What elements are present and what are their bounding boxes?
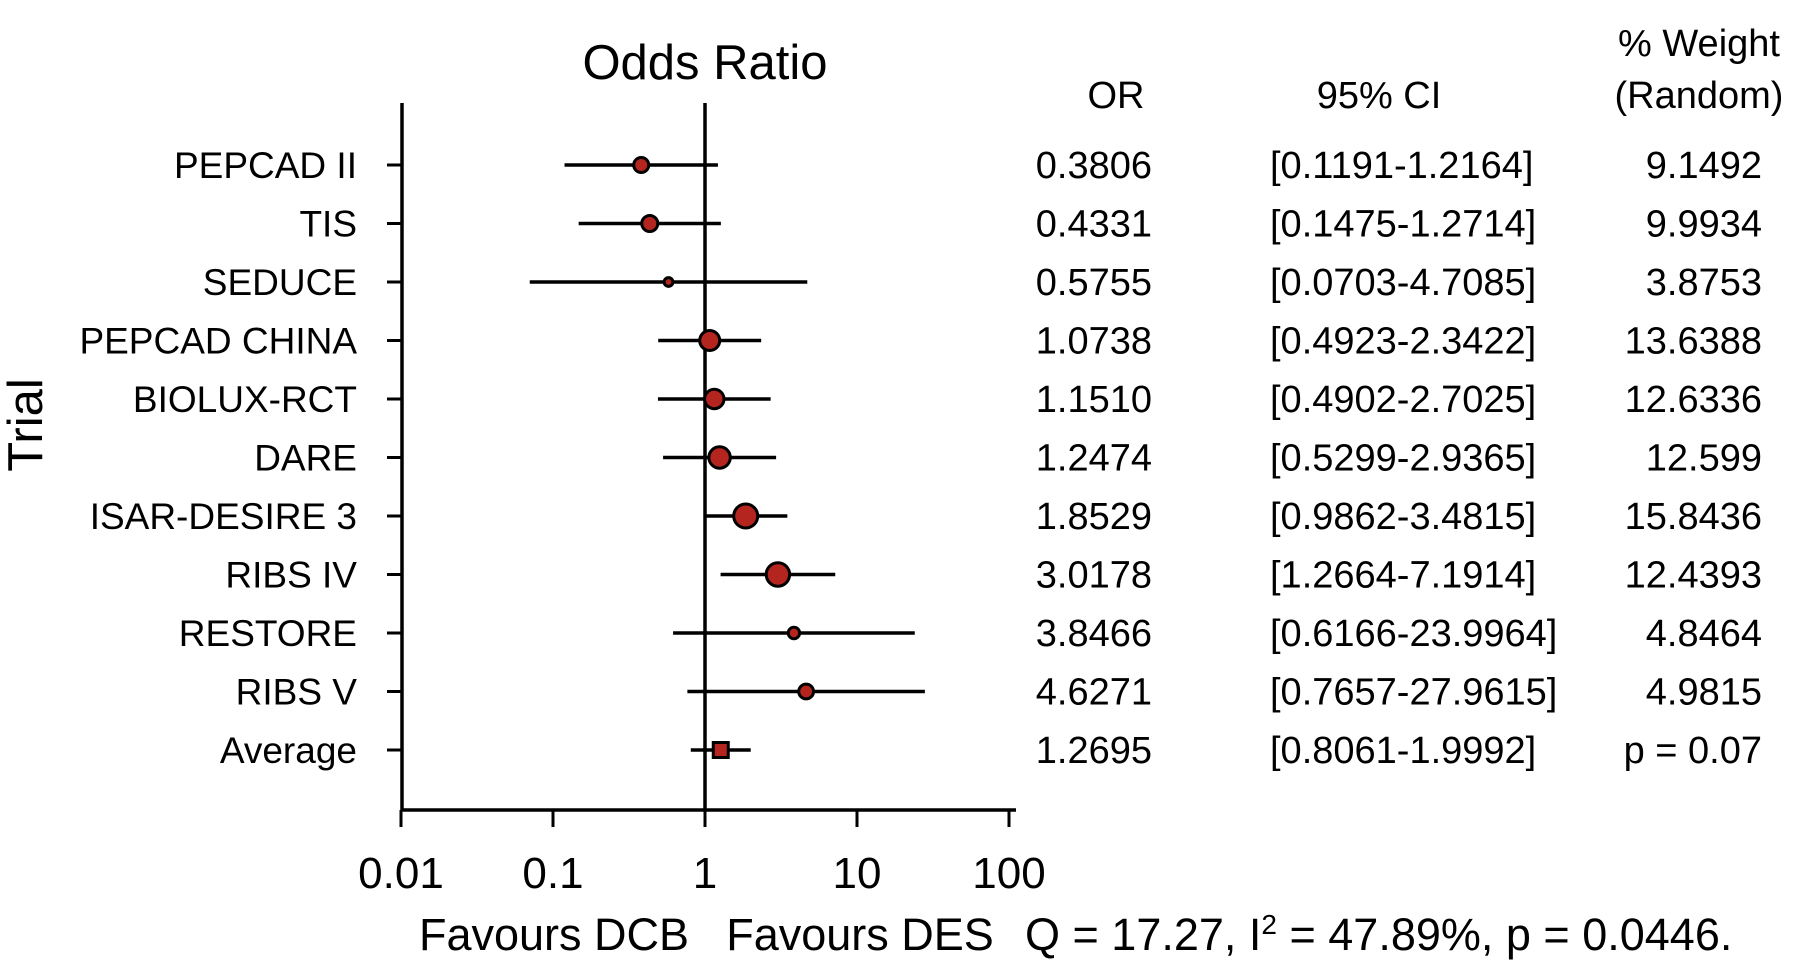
x-axis-tick-label: 100 <box>972 849 1045 898</box>
ci-value: [0.1475-1.2714] <box>1270 204 1536 246</box>
weight-value: 12.6336 <box>1625 379 1762 421</box>
y-axis-title: Trial <box>0 378 53 471</box>
or-marker <box>786 625 802 641</box>
x-axis-tick-label: 0.01 <box>358 849 444 898</box>
weight-value: 9.9934 <box>1646 204 1762 246</box>
weight-column-header-line1: % Weight <box>1618 23 1780 65</box>
or-value: 1.0738 <box>1036 321 1152 363</box>
ci-value: [0.6166-23.9964] <box>1270 613 1557 655</box>
or-value: 1.1510 <box>1036 379 1152 421</box>
x-axis-tick-label: 10 <box>833 849 882 898</box>
favours-right-label: Favours DES <box>726 909 994 960</box>
or-value: 1.2695 <box>1036 730 1152 772</box>
or-value: 1.2474 <box>1036 438 1152 480</box>
or-value: 0.3806 <box>1036 145 1152 187</box>
or-marker <box>632 156 651 174</box>
trial-label: Average <box>220 730 357 771</box>
ci-value: [0.8061-1.9992] <box>1270 730 1536 772</box>
or-column-header: OR <box>1088 75 1145 117</box>
ci-value: [0.9862-3.4815] <box>1270 496 1536 538</box>
trial-label: PEPCAD II <box>174 145 357 186</box>
heterogeneity-superscript: 2 <box>1261 909 1277 940</box>
weight-value: p = 0.07 <box>1624 730 1762 772</box>
or-value: 0.4331 <box>1036 204 1152 246</box>
chart-title: Odds Ratio <box>582 36 827 90</box>
x-axis-tick-label: 0.1 <box>522 849 583 898</box>
ci-column-header: 95% CI <box>1317 75 1442 117</box>
weight-value: 12.4393 <box>1625 555 1762 597</box>
trial-label: PEPCAD CHINA <box>79 321 357 362</box>
heterogeneity-prefix: Q = 17.27, I <box>1025 909 1261 960</box>
weight-value: 9.1492 <box>1646 145 1762 187</box>
or-value: 3.8466 <box>1036 613 1152 655</box>
plot-content: 0.01 0.1 1 10 100 PEPCAD II 0.3806 [0.1191-1.21… <box>79 145 1762 898</box>
weight-column-header-line2: (Random) <box>1615 75 1784 117</box>
or-marker <box>698 329 722 352</box>
or-value: 1.8529 <box>1036 496 1152 538</box>
or-marker <box>640 214 660 233</box>
ci-value: [0.4902-2.7025] <box>1270 379 1536 421</box>
or-marker <box>732 502 760 530</box>
trial-label: BIOLUX-RCT <box>133 379 357 420</box>
or-value: 4.6271 <box>1036 672 1152 714</box>
ci-value: [1.2664-7.1914] <box>1270 555 1536 597</box>
ci-value: [0.1191-1.2164] <box>1270 145 1533 187</box>
ci-value: [0.4923-2.3422] <box>1270 321 1536 363</box>
or-value: 3.0178 <box>1036 555 1152 597</box>
weight-value: 4.9815 <box>1646 672 1762 714</box>
trial-label: ISAR-DESIRE 3 <box>90 496 357 537</box>
weight-value: 13.6388 <box>1625 321 1762 363</box>
x-axis-tick-label: 1 <box>693 849 717 898</box>
ci-value: [0.5299-2.9365] <box>1270 438 1536 480</box>
weight-value: 15.8436 <box>1625 496 1762 538</box>
ci-value: [0.7657-27.9615] <box>1270 672 1557 714</box>
trial-label: TIS <box>299 204 357 245</box>
or-marker <box>662 276 675 288</box>
weight-value: 4.8464 <box>1646 613 1762 655</box>
weight-value: 12.599 <box>1646 438 1762 480</box>
summary-marker <box>711 741 730 759</box>
or-marker <box>797 682 816 701</box>
ci-value: [0.0703-4.7085] <box>1270 262 1536 304</box>
trial-label: RIBS IV <box>225 555 357 596</box>
or-marker <box>707 445 732 470</box>
trial-label: DARE <box>254 438 357 479</box>
weight-value: 3.8753 <box>1646 262 1762 304</box>
or-value: 0.5755 <box>1036 262 1152 304</box>
favours-left-label: Favours DCB <box>419 909 689 960</box>
or-marker <box>764 561 792 588</box>
or-marker <box>703 387 726 411</box>
heterogeneity-stats: Q = 17.27, I2 = 47.89%, p = 0.0446. <box>1025 909 1732 960</box>
trial-label: RIBS V <box>236 672 358 713</box>
trial-label: RESTORE <box>179 613 357 654</box>
heterogeneity-suffix: = 47.89%, p = 0.0446. <box>1277 909 1732 960</box>
trial-label: SEDUCE <box>203 262 357 303</box>
